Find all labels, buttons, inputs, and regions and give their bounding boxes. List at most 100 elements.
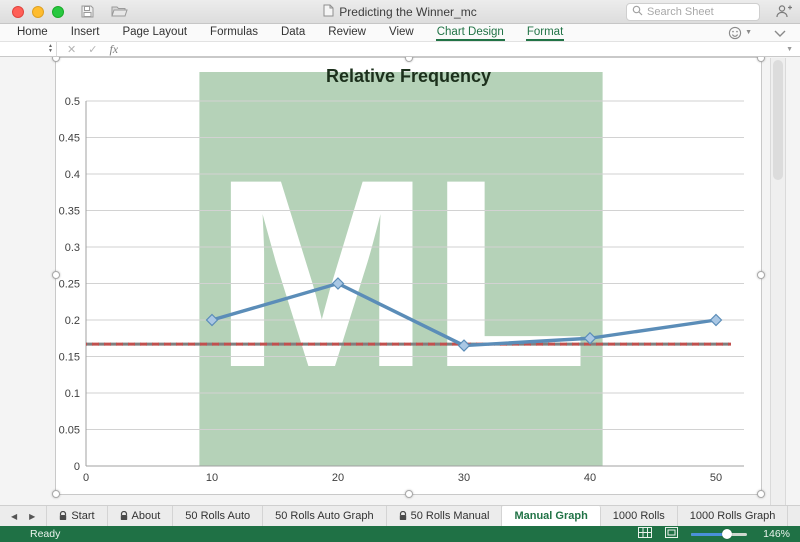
ribbon-tab-data[interactable]: Data [280,25,306,38]
cancel-icon[interactable]: ✕ [67,43,77,56]
ribbon-tab-row: Home Insert Page Layout Formulas Data Review V… [0,24,800,41]
share-person-add-icon[interactable] [775,4,792,23]
sheet-tab-label: Start [71,510,95,522]
selection-handle[interactable] [52,490,60,498]
sheet-tab-50-rolls-auto[interactable]: 50 Rolls Auto [173,506,264,526]
x-axis-tick-label: 30 [458,472,470,484]
stepper-down-icon[interactable]: ▼ [48,48,53,54]
name-box[interactable]: ▲ ▼ [0,42,57,56]
x-axis-tick-label: 0 [83,472,89,484]
lock-icon [120,511,127,520]
x-axis-tick-label: 50 [710,472,722,484]
sheet-tab-1000-rolls[interactable]: 1000 Rolls [601,506,678,526]
selection-handle[interactable] [52,271,60,279]
y-axis-tick-label: 0.3 [65,242,80,254]
vertical-scrollbar[interactable] [770,58,786,505]
collapse-ribbon-chevron-icon[interactable] [774,24,786,42]
vertical-scrollbar-thumb[interactable] [773,60,783,180]
minimize-window-button[interactable] [32,6,44,18]
save-icon[interactable] [80,4,95,24]
sheet-tab-1000-rolls-graph[interactable]: 1000 Rolls Graph [678,506,789,526]
search-icon [632,3,643,21]
data-point-marker[interactable] [205,313,219,327]
y-axis-tick-label: 0.25 [59,279,80,291]
zoom-slider-thumb[interactable] [722,529,733,539]
sheet-tab-next-icon[interactable]: ▶ [29,511,36,521]
x-axis-tick-label: 10 [206,472,218,484]
svg-text:ML: ML [214,123,589,423]
ribbon-tab-review[interactable]: Review [328,25,366,38]
y-axis-tick-label: 0.45 [59,133,80,145]
status-bar: Ready 146% [0,526,800,542]
y-axis-tick-label: 0.05 [59,425,80,437]
y-axis-tick-label: 0.35 [59,206,80,218]
selection-handle[interactable] [405,490,413,498]
ribbon-tab-home[interactable]: Home [17,25,48,38]
search-input[interactable] [647,6,747,18]
ribbon-tab-formulas[interactable]: Formulas [210,25,258,38]
data-point-marker[interactable] [583,331,597,345]
add-sheet-button[interactable]: + [788,506,800,526]
sheet-tab-manual-graph[interactable]: Manual Graph [502,506,601,526]
traffic-lights [12,6,64,18]
lock-icon [399,511,406,520]
search-box[interactable] [626,3,760,21]
sheet-tab-label: 1000 Rolls [612,510,665,522]
insert-function-button[interactable]: fx [109,41,119,56]
ribbon-tab-page-layout[interactable]: Page Layout [122,25,188,38]
sheet-tabs: Start About 50 Rolls Auto 50 Rolls Auto Gra… [47,506,789,526]
titlebar: Predicting the Winner_mc [0,0,800,24]
lock-icon [60,511,67,520]
selection-handle[interactable] [757,490,765,498]
y-axis-tick-label: 0.2 [65,315,80,327]
y-axis-tick-label: 0.15 [59,352,80,364]
sheet-tab-label: 50 Rolls Manual [410,510,490,522]
view-page-layout-icon[interactable] [665,527,678,541]
y-axis-tick-label: 0.5 [65,96,80,108]
ribbon-tab-chart-design[interactable]: Chart Design [435,24,505,41]
formula-bar-caret-icon[interactable]: ▼ [786,45,793,53]
ml-watermark: ML [199,72,603,466]
zoom-level-label[interactable]: 146% [763,528,790,540]
view-normal-grid-icon[interactable] [638,527,652,541]
chart-object[interactable]: Relative Frequency ML 0 0.05 0.1 0.15 0.2 0.25… [52,54,765,498]
document-icon [323,4,334,20]
zoom-window-button[interactable] [52,6,64,18]
sheet-tab-about[interactable]: About [108,506,174,526]
y-axis-tick-label: 0 [74,461,80,473]
sheet-tab-label: 50 Rolls Auto [185,510,251,522]
sheet-tab-label: 1000 Rolls Graph [689,510,776,522]
sheet-tab-50-rolls-auto-graph[interactable]: 50 Rolls Auto Graph [263,506,387,526]
ribbon-tab-view[interactable]: View [389,25,414,38]
formula-bar: ▲ ▼ ✕ ✓ fx ▼ [0,41,800,57]
sheet-tab-50-rolls-manual[interactable]: 50 Rolls Manual [387,506,503,526]
feedback-smiley-button[interactable]: ▼ [728,26,752,40]
sheet-tab-start[interactable]: Start [47,506,108,526]
name-box-stepper[interactable]: ▲ ▼ [48,44,53,54]
chart-plot-area[interactable]: ML 0 0.05 0.1 0.15 0.2 0.25 0.3 0.35 0.4 0.45 0.5 0 1… [56,58,761,494]
data-point-marker[interactable] [709,313,723,327]
data-point-marker[interactable] [457,339,471,352]
y-axis-tick-label: 0.4 [65,169,80,181]
stepper-up-icon[interactable]: ▲ [48,43,53,49]
data-point-marker[interactable] [331,277,345,290]
status-ready-label: Ready [30,528,61,540]
selection-handle[interactable] [757,271,765,279]
zoom-slider[interactable] [691,529,747,539]
y-axis-tick-label: 0.1 [65,388,80,400]
caret-down-icon: ▼ [745,29,752,36]
enter-icon[interactable]: ✓ [88,43,98,56]
ribbon-tabs: Home Insert Page Layout Formulas Data Review V… [16,24,565,41]
sheet-tab-label: 50 Rolls Auto Graph [275,510,374,522]
window-title: Predicting the Winner_mc [339,5,477,19]
sheet-tab-label: Manual Graph [514,510,588,522]
sheet-tab-bar: ◀ ▶ Start About 50 Rolls Auto 50 Rolls Auto… [0,505,800,526]
close-window-button[interactable] [12,6,24,18]
formula-input[interactable] [128,42,786,56]
sheet-tab-prev-icon[interactable]: ◀ [11,511,18,521]
open-folder-icon[interactable] [111,4,129,24]
ribbon-tab-insert[interactable]: Insert [70,25,100,38]
x-axis-tick-label: 20 [332,472,344,484]
ribbon-tab-format[interactable]: Format [525,24,565,41]
x-axis-tick-label: 40 [584,472,596,484]
